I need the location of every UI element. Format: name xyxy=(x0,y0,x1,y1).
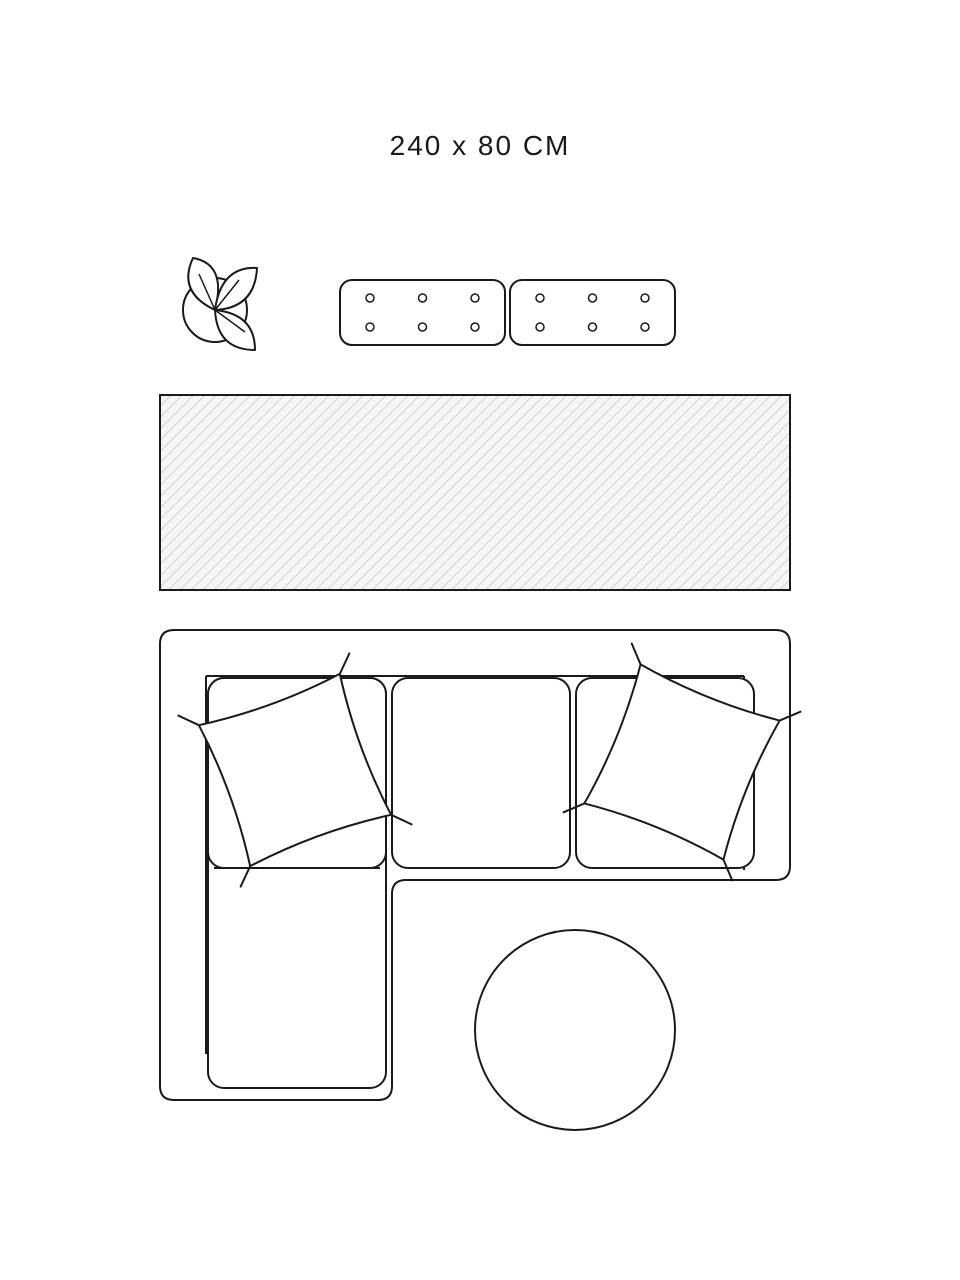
tuft-dot xyxy=(471,323,479,331)
tuft-dot xyxy=(641,323,649,331)
plant-leaf xyxy=(215,310,255,350)
rug xyxy=(160,395,790,590)
sideboard-module xyxy=(510,280,675,345)
tuft-dot xyxy=(641,294,649,302)
floorplan-svg xyxy=(0,0,960,1280)
tuft-dot xyxy=(471,294,479,302)
sofa-seat xyxy=(392,678,570,868)
tuft-dot xyxy=(589,294,597,302)
tuft-dot xyxy=(366,323,374,331)
tuft-dot xyxy=(536,323,544,331)
tuft-dot xyxy=(366,294,374,302)
tuft-dot xyxy=(419,294,427,302)
sideboard-module xyxy=(340,280,505,345)
tuft-dot xyxy=(419,323,427,331)
plant-leaf xyxy=(215,268,257,310)
floorplan-canvas: 240 x 80 CM xyxy=(0,0,960,1280)
coffee-table xyxy=(475,930,675,1130)
tuft-dot xyxy=(589,323,597,331)
tuft-dot xyxy=(536,294,544,302)
dimensions-title: 240 x 80 CM xyxy=(0,130,960,162)
